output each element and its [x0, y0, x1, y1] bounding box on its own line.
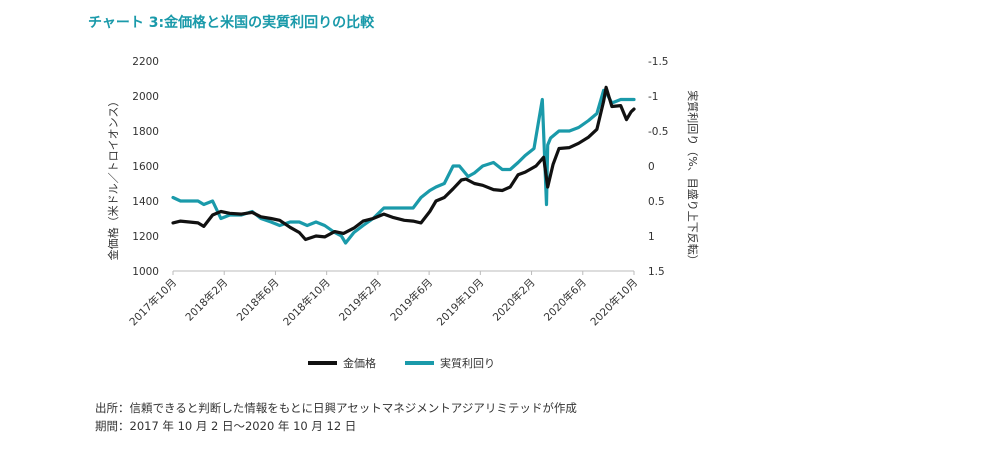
right-tick-label: -1	[648, 91, 658, 103]
right-axis: -1.5 -1 -0.5 0 0.5 1 1.5	[648, 56, 669, 278]
left-axis: 2200 2000 1800 1600 1400 1200 1000	[132, 56, 159, 278]
legend-yield-label: 実質利回り	[440, 356, 495, 370]
x-tick-label: 2019年10月	[434, 276, 486, 328]
x-tick-label: 2019年2月	[336, 276, 384, 324]
source-note: 出所：信頼できると判断した情報をもとに日興アセットマネジメントアジアリミテッドが…	[95, 401, 577, 415]
left-tick-label: 1200	[132, 231, 159, 243]
right-tick-label: 1.5	[648, 266, 665, 278]
right-tick-label: 1	[648, 231, 655, 243]
right-tick-label: 0.5	[648, 196, 665, 208]
right-tick-label: -0.5	[648, 126, 669, 138]
left-tick-label: 1400	[132, 196, 159, 208]
right-tick-label: -1.5	[648, 56, 669, 68]
left-tick-label: 2000	[132, 91, 159, 103]
legend: 金価格 実質利回り	[308, 356, 495, 370]
x-tick-label: 2018年10月	[280, 276, 332, 328]
x-tick-label: 2020年10月	[588, 276, 640, 328]
x-axis: 2017年10月 2018年2月 2018年6月 2018年10月 2019年2月 201…	[127, 271, 640, 328]
right-tick-label: 0	[648, 161, 655, 173]
left-tick-label: 1000	[132, 266, 159, 278]
period-note: 期間：2017 年 10 月 2 日～2020 年 10 月 12 日	[95, 419, 357, 433]
right-axis-label: 実質利回り（%、目盛り上下反転）	[686, 90, 700, 265]
x-tick-label: 2018年2月	[183, 276, 231, 324]
legend-gold-label: 金価格	[343, 356, 376, 370]
left-tick-label: 1600	[132, 161, 159, 173]
series-layer	[171, 85, 636, 245]
x-tick-label: 2017年10月	[127, 276, 179, 328]
left-tick-label: 2200	[132, 56, 159, 68]
x-tick-label: 2020年2月	[490, 276, 538, 324]
gold-price-line	[171, 85, 636, 242]
left-axis-label: 金価格（米ドル／トロイオンス）	[106, 96, 120, 261]
x-tick-label: 2018年6月	[234, 276, 282, 324]
x-tick-label: 2020年6月	[541, 276, 589, 324]
x-tick-label: 2019年6月	[388, 276, 436, 324]
chart-title: チャート 3:金価格と米国の実質利回りの比較	[88, 15, 375, 31]
left-tick-label: 1800	[132, 126, 159, 138]
